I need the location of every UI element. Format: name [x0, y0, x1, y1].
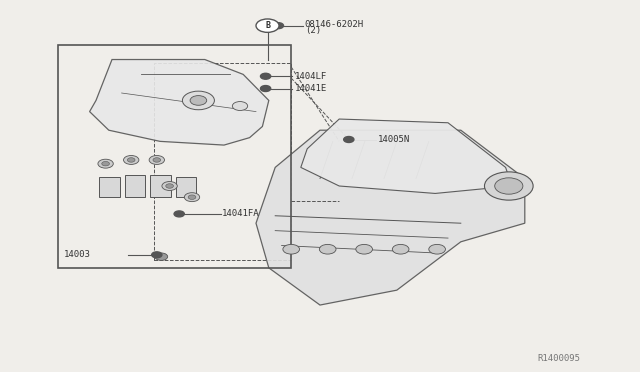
Circle shape [102, 161, 109, 166]
Text: 08146-6202H: 08146-6202H [305, 20, 364, 29]
Bar [125, 175, 145, 197]
Circle shape [356, 244, 372, 254]
Circle shape [495, 178, 523, 194]
Bar [150, 175, 171, 197]
Circle shape [260, 86, 271, 92]
Polygon shape [301, 119, 512, 193]
Circle shape [256, 19, 279, 32]
Circle shape [260, 73, 271, 79]
Polygon shape [90, 60, 269, 145]
Circle shape [174, 211, 184, 217]
Text: B: B [265, 21, 270, 30]
Circle shape [182, 91, 214, 110]
Circle shape [188, 195, 196, 199]
Circle shape [155, 253, 168, 260]
Circle shape [184, 193, 200, 202]
Bar [58, 45, 291, 268]
Text: (2): (2) [305, 26, 321, 35]
Text: 14041E: 14041E [294, 84, 326, 93]
Circle shape [344, 137, 354, 142]
Circle shape [484, 172, 533, 200]
Circle shape [162, 182, 177, 190]
Circle shape [98, 159, 113, 168]
Circle shape [283, 244, 300, 254]
Circle shape [190, 96, 207, 105]
Text: 14041FA: 14041FA [222, 209, 260, 218]
Polygon shape [256, 130, 525, 305]
Bar [99, 177, 120, 197]
Circle shape [127, 158, 135, 162]
Circle shape [429, 244, 445, 254]
Text: 14003: 14003 [64, 250, 91, 259]
Circle shape [319, 244, 336, 254]
Circle shape [392, 244, 409, 254]
Bar [176, 177, 196, 197]
Circle shape [149, 155, 164, 164]
Circle shape [232, 102, 248, 110]
Text: 1404LF: 1404LF [294, 72, 326, 81]
Text: R1400095: R1400095 [538, 355, 580, 363]
Circle shape [153, 158, 161, 162]
Circle shape [273, 23, 284, 29]
Circle shape [166, 184, 173, 188]
Circle shape [152, 252, 162, 258]
Circle shape [124, 155, 139, 164]
Text: 14005N: 14005N [378, 135, 410, 144]
